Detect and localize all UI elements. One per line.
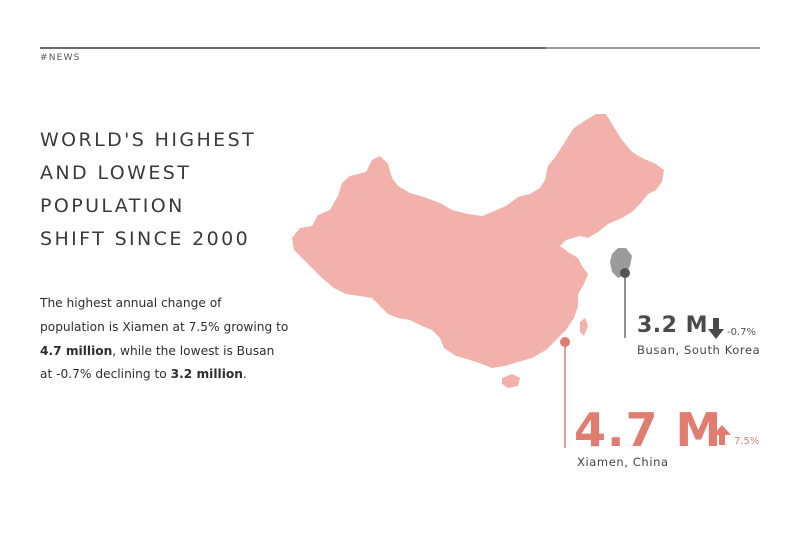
busan-marker bbox=[620, 268, 630, 278]
headline-line-4: SHIFT SINCE 2000 bbox=[40, 228, 251, 250]
description-text-3: . bbox=[242, 367, 247, 382]
description-text-1: The highest annual change of population … bbox=[40, 296, 289, 334]
hainan-shape bbox=[502, 374, 520, 388]
busan-change: -0.7% bbox=[727, 327, 757, 338]
xiamen-value: 4.7 M bbox=[574, 403, 723, 457]
headline-line-1: WORLD'S HIGHEST bbox=[40, 129, 257, 151]
description-text-2: , while the lowest is Busan at -0.7% dec… bbox=[40, 343, 275, 382]
headline: WORLD'S HIGHEST AND LOWEST POPULATION SH… bbox=[40, 124, 300, 256]
description: The highest annual change of population … bbox=[40, 292, 290, 387]
description-bold-busan: 3.2 million bbox=[170, 367, 243, 382]
busan-value: 3.2 M bbox=[637, 313, 709, 338]
header-rule-dark bbox=[40, 47, 548, 49]
headline-line-2: AND LOWEST bbox=[40, 162, 192, 184]
arrow-up-icon bbox=[713, 425, 731, 445]
china-shape bbox=[292, 114, 664, 368]
busan-label: Busan, South Korea bbox=[637, 343, 761, 357]
taiwan-shape bbox=[580, 318, 588, 336]
xiamen-label: Xiamen, China bbox=[577, 455, 669, 469]
description-bold-xiamen: 4.7 million bbox=[40, 343, 113, 358]
news-tag: #NEWS bbox=[40, 53, 81, 63]
header-rule-light bbox=[546, 47, 760, 49]
headline-line-3: POPULATION bbox=[40, 195, 185, 217]
arrow-down-icon bbox=[708, 318, 724, 339]
xiamen-change: 7.5% bbox=[734, 436, 760, 447]
xiamen-marker bbox=[560, 337, 570, 347]
